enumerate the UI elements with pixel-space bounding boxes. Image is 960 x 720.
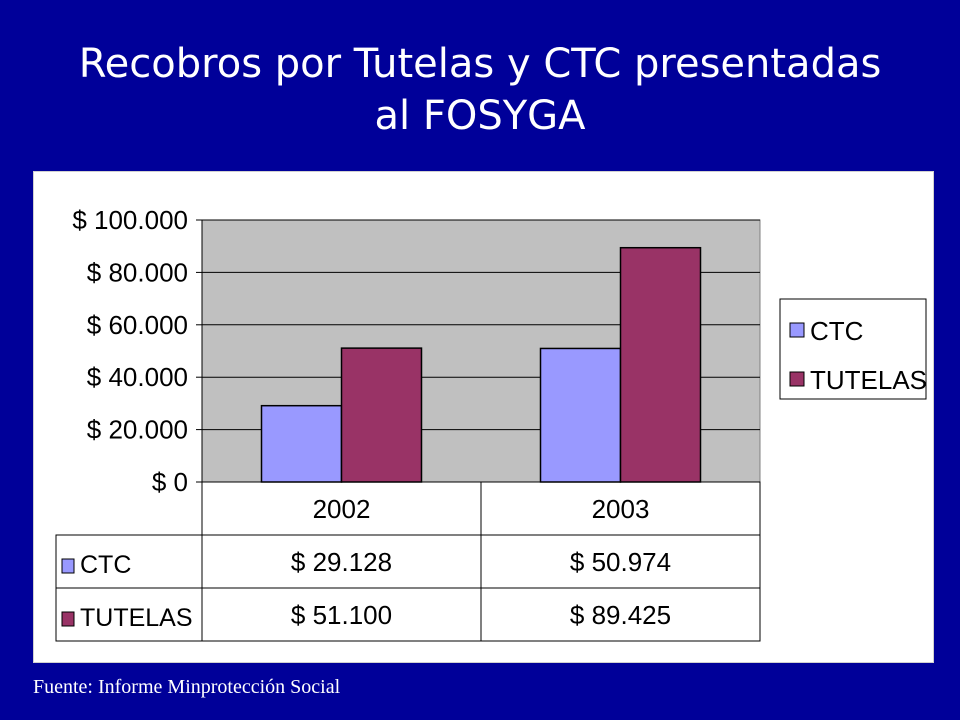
title-line-2: al FOSYGA: [374, 93, 586, 139]
table-cell: [480, 587, 761, 642]
y-tick-label: $ 0: [152, 467, 188, 497]
bar-ctc-2003: [539, 347, 622, 483]
table-legend-key-ctc: [61, 558, 75, 574]
legend-label-ctc: CTC: [810, 316, 863, 346]
y-tick-label: $ 100.000: [72, 205, 188, 235]
chart-panel: $ 0 $ 20.000 $ 40.000 $ 60.000 $ 80.000 $ 100…: [33, 171, 934, 663]
table-value-ctc-2003: $ 50.974: [570, 547, 671, 577]
source-note: Fuente: Informe Minprotección Social: [33, 676, 341, 698]
bar-ctc-2002: [260, 404, 343, 483]
table-value-tutelas-2002: $ 51.100: [291, 600, 392, 630]
title-line-1: Recobros por Tutelas y CTC presentadas: [78, 41, 882, 87]
bar-tutelas-2003: [619, 246, 702, 483]
table-value-ctc-2002: $ 29.128: [291, 547, 392, 577]
table-row-label-ctc: CTC: [80, 551, 131, 579]
table-value-tutelas-2003: $ 89.425: [570, 600, 671, 630]
y-tick-label: $ 80.000: [87, 257, 188, 287]
y-tick-label: $ 60.000: [87, 310, 188, 340]
y-tick-label: $ 40.000: [87, 362, 188, 392]
table-row-label-tutelas: TUTELAS: [80, 604, 193, 632]
bar-chart: $ 0 $ 20.000 $ 40.000 $ 60.000 $ 80.000 $ 100…: [55, 205, 927, 642]
table-header-2003: 2003: [592, 494, 650, 524]
legend-label-tutelas: TUTELAS: [810, 365, 927, 395]
slide-title: Recobros por Tutelas y CTC presentadas a…: [0, 38, 960, 142]
legend-key-tutelas: [789, 371, 805, 387]
bar-tutelas-2002: [340, 347, 423, 483]
y-tick-label: $ 20.000: [87, 415, 188, 445]
table-legend-key-tutelas: [61, 611, 75, 627]
legend-key-ctc: [789, 322, 805, 338]
table-header-2002: 2002: [313, 494, 371, 524]
